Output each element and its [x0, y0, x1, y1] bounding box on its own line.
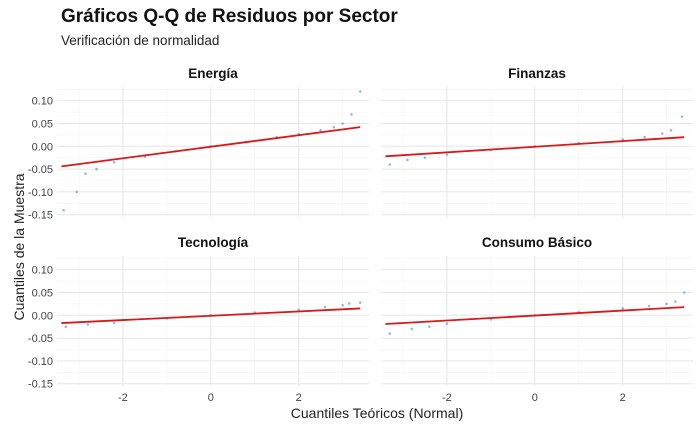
- x-axis-label: Cuantiles Teóricos (Normal): [290, 405, 464, 421]
- panel-2: Tecnología 0.10 0.05 0.00 -0.05 -0.10 -0.15 -2 0…: [28, 235, 369, 404]
- y-tick-label: 0.05: [32, 118, 53, 130]
- qq-point: [423, 156, 427, 160]
- qq-point: [445, 153, 449, 156]
- panel-1: Finanzas: [381, 66, 693, 217]
- qq-point: [64, 325, 68, 329]
- qq-point: [388, 332, 392, 335]
- qq-point: [660, 132, 664, 135]
- qq-point: [621, 307, 624, 310]
- qq-point: [669, 129, 673, 132]
- x-tick-label: 2: [620, 392, 626, 404]
- qq-reference-line: [385, 306, 685, 325]
- qq-reference-line: [61, 307, 361, 324]
- qq-point: [428, 325, 431, 329]
- qq-point: [445, 322, 449, 325]
- qq-point: [86, 323, 90, 326]
- qq-point: [297, 308, 300, 312]
- y-tick-label: -0.10: [28, 187, 53, 199]
- qq-point: [112, 321, 116, 325]
- y-axis-label: Cuantiles de la Muestra: [11, 173, 27, 321]
- y-tick-label: -0.15: [28, 210, 53, 222]
- y-tick-label: 0.05: [32, 287, 53, 299]
- panel-title: Tecnología: [178, 235, 249, 250]
- panel-0: Energía 0.10 0.05 0.00 -0.05 -0.10 -0.15: [28, 66, 369, 222]
- y-tick-label: -0.05: [28, 164, 53, 176]
- qq-point: [62, 208, 65, 212]
- qq-point: [350, 113, 353, 116]
- y-tick-label: -0.15: [28, 379, 53, 391]
- qq-point: [680, 115, 684, 118]
- qq-point: [682, 291, 686, 294]
- y-tick-label: -0.10: [28, 356, 53, 368]
- qq-point: [347, 302, 351, 305]
- panel-title: Finanzas: [508, 66, 566, 81]
- qq-point: [75, 190, 79, 194]
- qq-reference-line: [385, 136, 685, 158]
- qq-point: [358, 301, 362, 304]
- qq-point: [406, 158, 409, 162]
- x-tick-label: 0: [208, 392, 214, 404]
- qq-point: [665, 302, 668, 306]
- x-tick-label: 0: [532, 392, 538, 404]
- qq-point: [319, 129, 322, 132]
- qq-point: [323, 305, 327, 309]
- qq-point: [674, 300, 677, 303]
- qq-point: [388, 163, 392, 166]
- y-tick-label: 0.00: [32, 310, 53, 322]
- panel-3: Consumo Básico -2 0 2: [381, 235, 693, 404]
- qq-point: [621, 138, 624, 141]
- qq-point: [332, 125, 336, 129]
- chart-subtitle: Verificación de normalidad: [61, 33, 220, 48]
- qq-point: [341, 303, 344, 307]
- qq-point: [84, 172, 87, 175]
- panel-title: Energía: [188, 66, 238, 81]
- y-tick-label: 0.10: [32, 265, 53, 277]
- qq-point: [95, 167, 98, 171]
- chart-title: Gráficos Q-Q de Residuos por Sector: [61, 6, 398, 27]
- y-tick-label: -0.05: [28, 333, 53, 345]
- qq-point: [643, 135, 646, 139]
- qq-point: [647, 304, 651, 308]
- qq-point: [112, 160, 116, 164]
- qq-reference-line: [61, 126, 361, 168]
- y-tick-label: 0.00: [32, 141, 53, 153]
- x-tick-label: 2: [296, 392, 302, 404]
- qq-point: [341, 122, 344, 125]
- panel-title: Consumo Básico: [482, 235, 592, 250]
- qq-point: [410, 327, 414, 331]
- x-tick-label: -2: [118, 392, 128, 404]
- qq-point: [358, 90, 362, 93]
- y-tick-label: 0.10: [32, 96, 53, 108]
- x-tick-label: -2: [442, 392, 452, 404]
